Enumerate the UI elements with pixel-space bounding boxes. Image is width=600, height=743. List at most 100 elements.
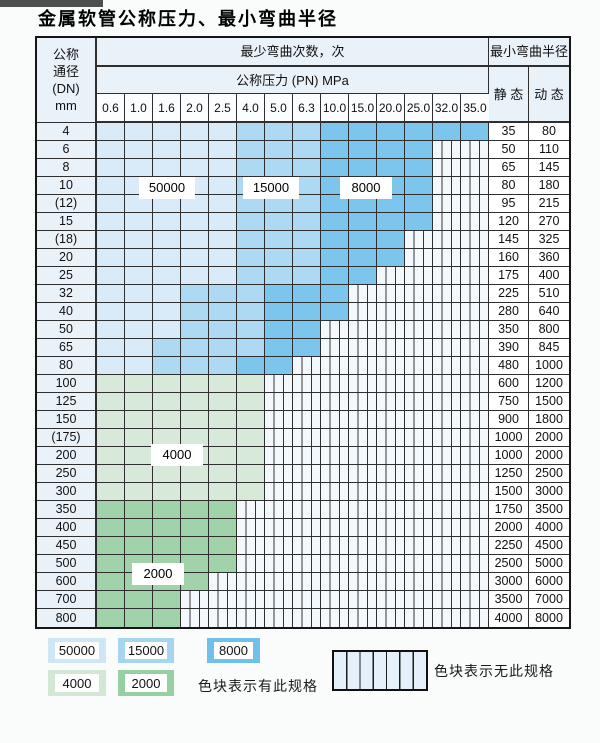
pressure-cell-h [265, 501, 293, 519]
pressure-cell-b2 [237, 267, 265, 285]
pressure-cell-b3 [349, 267, 377, 285]
pressure-cell-b2 [293, 195, 321, 213]
pressure-cell-h [265, 609, 293, 627]
pressure-cell-b2 [237, 123, 265, 141]
pressure-cell-h [461, 213, 489, 231]
pressure-cell-h [237, 573, 265, 591]
pressure-cell-h [349, 411, 377, 429]
row-label-dn: 80 [37, 357, 97, 375]
pressure-cell-b1 [97, 339, 125, 357]
row-label-dn: 350 [37, 501, 97, 519]
pressure-cell-g1 [97, 429, 125, 447]
pressure-cell-h [321, 609, 349, 627]
pressure-cell-b3 [377, 159, 405, 177]
pressure-cell-b2 [237, 249, 265, 267]
pressure-cell-g1 [153, 465, 181, 483]
pressure-cell-g2 [209, 555, 237, 573]
static-radius-value: 80 [489, 177, 529, 195]
pressure-cell-h [433, 177, 461, 195]
pressure-cell-h [461, 519, 489, 537]
pressure-cell-b1 [97, 123, 125, 141]
pressure-cell-h [405, 321, 433, 339]
row-label-dn: 450 [37, 537, 97, 555]
pressure-cell-h [349, 573, 377, 591]
row-label-dn: 50 [37, 321, 97, 339]
pressure-cell-h [433, 303, 461, 321]
pressure-cell-b2 [265, 141, 293, 159]
pressure-cell-h [405, 375, 433, 393]
pressure-cell-h [181, 591, 209, 609]
pressure-cell-h [461, 231, 489, 249]
pressure-cell-g2 [181, 573, 209, 591]
row-label-dn: 500 [37, 555, 97, 573]
window-edge-bar [0, 0, 103, 7]
pressure-cell-h [433, 231, 461, 249]
pressure-cell-b1 [209, 123, 237, 141]
corner-header-dn: 公称 通径 (DN) mm [37, 38, 97, 123]
pressure-cell-g1 [125, 411, 153, 429]
pressure-cell-h [293, 519, 321, 537]
pressure-cell-h [321, 519, 349, 537]
pressure-cell-h [349, 303, 377, 321]
table-label-15000: 15000 [243, 177, 299, 199]
pressure-cell-g1 [125, 447, 153, 465]
pressure-cell-h [461, 537, 489, 555]
pressure-cell-h [265, 519, 293, 537]
pressure-cell-h [293, 393, 321, 411]
pressure-cell-g2 [97, 537, 125, 555]
pressure-cell-h [293, 609, 321, 627]
pressure-cell-b2 [265, 231, 293, 249]
pressure-cell-b2 [237, 303, 265, 321]
pressure-cell-b1 [97, 357, 125, 375]
pressure-cell-h [265, 555, 293, 573]
pressure-cell-g2 [125, 501, 153, 519]
pressure-cell-b3 [377, 213, 405, 231]
row-label-dn: (18) [37, 231, 97, 249]
pressure-cell-h [377, 411, 405, 429]
pressure-cell-h [265, 591, 293, 609]
pressure-cell-h [321, 447, 349, 465]
pressure-cell-h [405, 465, 433, 483]
pressure-cell-b1 [181, 249, 209, 267]
static-radius-value: 2500 [489, 555, 529, 573]
pressure-cell-b2 [181, 321, 209, 339]
dynamic-radius-value: 400 [529, 267, 569, 285]
pressure-cell-b3 [237, 357, 265, 375]
pressure-cell-h [405, 573, 433, 591]
pressure-cell-h [181, 609, 209, 627]
pressure-cell-b2 [209, 339, 237, 357]
pressure-cell-b1 [97, 231, 125, 249]
pressure-cell-h [377, 447, 405, 465]
pressure-cell-h [461, 195, 489, 213]
pressure-cell-g2 [181, 537, 209, 555]
pressure-cell-h [433, 249, 461, 267]
legend-swatch-15000-label: 15000 [125, 642, 167, 659]
pressure-cell-h [321, 357, 349, 375]
pressure-cell-b3 [349, 123, 377, 141]
pressure-cell-b2 [237, 213, 265, 231]
pressure-cell-g1 [97, 465, 125, 483]
pressure-cell-b2 [293, 231, 321, 249]
pressure-cell-h [209, 573, 237, 591]
pressure-cell-h [433, 321, 461, 339]
dynamic-radius-value: 1200 [529, 375, 569, 393]
pressure-cell-b3 [405, 159, 433, 177]
pressure-cell-b2 [265, 195, 293, 213]
pressure-cell-h [405, 537, 433, 555]
pressure-cell-h [349, 339, 377, 357]
pressure-cell-b1 [125, 159, 153, 177]
pressure-cell-h [237, 519, 265, 537]
pressure-cell-b3 [349, 195, 377, 213]
pressure-cell-g1 [181, 483, 209, 501]
pressure-cell-h [433, 519, 461, 537]
static-radius-value: 120 [489, 213, 529, 231]
pressure-cell-b1 [153, 303, 181, 321]
static-radius-value: 225 [489, 285, 529, 303]
pressure-cell-h [321, 591, 349, 609]
pressure-cell-b2 [237, 339, 265, 357]
pressure-cell-h [405, 393, 433, 411]
dynamic-radius-value: 270 [529, 213, 569, 231]
pressure-cell-h [377, 465, 405, 483]
pressure-cell-g2 [181, 501, 209, 519]
pressure-cell-h [461, 591, 489, 609]
